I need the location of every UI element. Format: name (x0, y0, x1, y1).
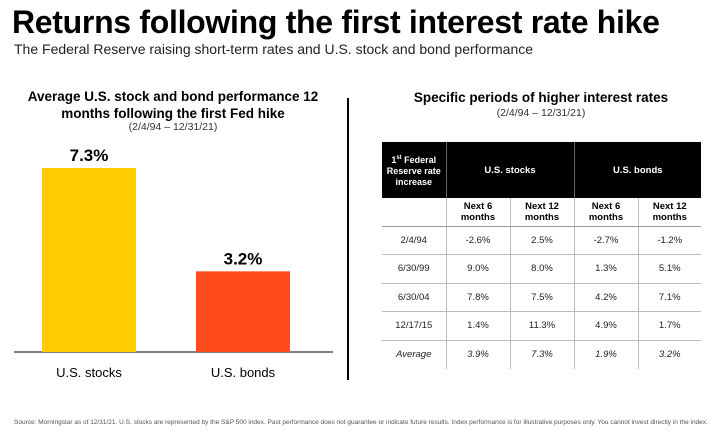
table-cell-value: -2.7% (573, 226, 638, 255)
table-row: 2/4/94 -2.6% 2.5% -2.7% -1.2% (382, 226, 701, 255)
table-cell-value: 2.5% (509, 226, 574, 255)
subheader-stocks-12m: Next 12 months (509, 198, 574, 227)
table-body: 2/4/94 -2.6% 2.5% -2.7% -1.2% 6/30/99 9.0% 8.0%… (382, 226, 701, 369)
page-title: Returns following the first interest rat… (12, 4, 660, 40)
bar-us-stocks (42, 168, 136, 352)
rates-table: 1st Federal Reserve rate increase U.S. s… (382, 142, 701, 369)
subheader-stocks-6m: Next 6 months (445, 198, 510, 227)
table-cell-value: 1.3% (573, 254, 638, 284)
table-row: 6/30/04 7.8% 7.5% 4.2% 7.1% (382, 283, 701, 312)
panel-divider (347, 98, 349, 380)
table-cell-value: 1.9% (573, 340, 638, 369)
table-cell-date: 6/30/04 (382, 283, 446, 312)
table-cell-value: 9.0% (445, 254, 510, 284)
page-subtitle: The Federal Reserve raising short-term r… (14, 41, 534, 57)
table-cell-value: 3.9% (445, 340, 510, 369)
table-row: 6/30/99 9.0% 8.0% 1.3% 5.1% (382, 254, 701, 284)
table-cell-value: -1.2% (637, 226, 701, 255)
table-cell-date: 2/4/94 (382, 226, 446, 255)
table-cell-value: 11.3% (509, 311, 574, 341)
bar-chart-date-range: (2/4/94 – 12/31/21) (128, 121, 218, 133)
table-cell-value: 7.3% (509, 340, 574, 369)
subheader-empty (382, 198, 446, 227)
subheader-bonds-12m: Next 12 months (637, 198, 701, 227)
first-hike-header: 1st Federal Reserve rate increase (382, 142, 446, 198)
table-cell-value: 8.0% (509, 254, 574, 284)
table-cell-value: 7.5% (509, 283, 574, 312)
table-cell-value: 7.8% (445, 283, 510, 312)
table-cell-value: 7.1% (637, 283, 701, 312)
table-row: 12/17/15 1.4% 11.3% 4.9% 1.7% (382, 311, 701, 341)
table-row: Average 3.9% 7.3% 1.9% 3.2% (382, 340, 701, 369)
table-date-range: (2/4/94 – 12/31/21) (496, 107, 586, 119)
category-label: U.S. bonds (211, 365, 276, 380)
table-cell-date: 12/17/15 (382, 311, 446, 341)
table-cell-date: Average (396, 349, 432, 360)
bar-chart: 7.3% U.S. stocks 3.2% U.S. bonds (14, 146, 333, 380)
table-cell-value: -2.6% (445, 226, 510, 255)
table-cell-value: 3.2% (637, 340, 701, 369)
table-cell-value: 1.4% (445, 311, 510, 341)
table-subheader-row: Next 6 months Next 12 months Next 6 mont… (382, 198, 701, 227)
bar-us-bonds (196, 271, 290, 352)
category-label: U.S. stocks (56, 365, 122, 380)
bar-value-label: 3.2% (224, 249, 263, 268)
bar-chart-title-line2: months following the first Fed hike (61, 106, 285, 121)
bar-chart-title-line1: Average U.S. stock and bond performance … (27, 89, 319, 104)
stocks-group-header: U.S. stocks (445, 142, 574, 198)
table-title: Specific periods of higher interest rate… (413, 90, 669, 105)
source-footnote: Source: Morningstar as of 12/31/21. U.S.… (14, 419, 708, 426)
table-cell-value: 4.9% (573, 311, 638, 341)
table-header-row: 1st Federal Reserve rate increase U.S. s… (382, 142, 701, 198)
bonds-group-header: U.S. bonds (573, 142, 701, 198)
table-cell-value: 4.2% (573, 283, 638, 312)
bar-value-label: 7.3% (70, 146, 109, 165)
table-cell-value: 1.7% (637, 311, 701, 341)
subheader-bonds-6m: Next 6 months (573, 198, 638, 227)
bar-chart-title: Average U.S. stock and bond performance … (14, 88, 332, 122)
table-cell-date: 6/30/99 (382, 254, 446, 284)
table-cell-value: 5.1% (637, 254, 701, 284)
